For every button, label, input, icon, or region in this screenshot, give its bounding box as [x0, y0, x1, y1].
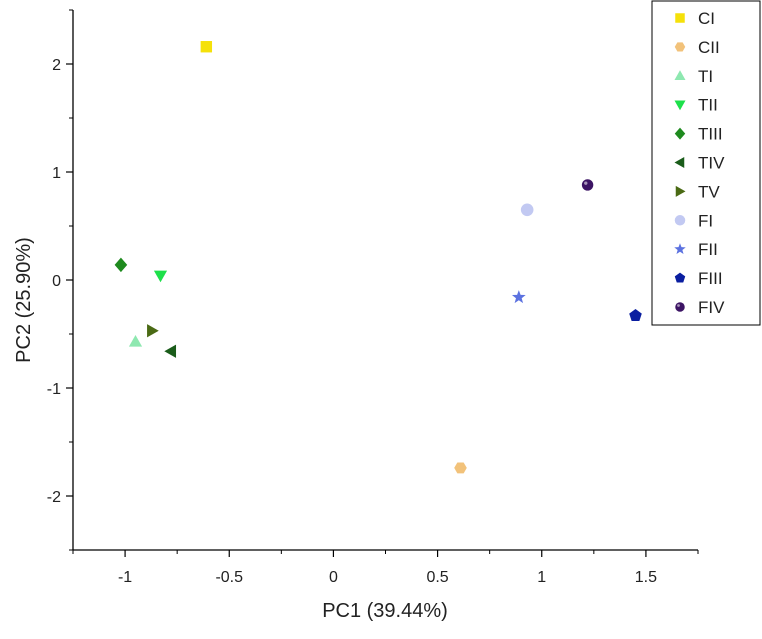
legend-marker-cii [674, 42, 686, 52]
y-tick-label: 2 [52, 57, 61, 74]
y-tick-label: -1 [47, 381, 61, 398]
legend-marker-ti [674, 70, 686, 81]
legend-label-tv: TV [698, 182, 720, 201]
legend-label-ti: TI [698, 67, 713, 86]
x-tick-label: 1 [537, 569, 546, 586]
x-tick-label: 0.5 [426, 569, 448, 586]
data-point-fiv [581, 179, 594, 191]
data-point-tiii [114, 257, 128, 273]
data-point-ci [200, 41, 213, 53]
x-tick-label: -1 [118, 569, 132, 586]
legend-marker-fii [674, 243, 686, 255]
data-point-fii [511, 290, 526, 304]
y-ticks: -2 -1 0 1 2 [47, 9, 73, 551]
data-point-tiv [164, 344, 177, 358]
y-tick-label: 1 [52, 165, 61, 182]
legend-marker-fiv [675, 302, 685, 312]
legend-label-tiii: TIII [698, 125, 723, 144]
y-axis-title: PC2 (25.90%) [13, 237, 35, 363]
legend-label-fii: FII [698, 240, 718, 259]
x-tick-label: -0.5 [215, 569, 243, 586]
legend-label-ci: CI [698, 9, 715, 28]
x-tick-label: 1.5 [635, 569, 657, 586]
data-point-tii [153, 270, 168, 283]
data-points [114, 41, 642, 474]
legend-label-cii: CII [698, 38, 720, 57]
axes [72, 10, 698, 551]
x-ticks: -1 -0.5 0 0.5 1 1.5 [72, 550, 699, 586]
data-point-ti [128, 334, 143, 347]
data-point-cii [454, 462, 467, 474]
legend-box [651, 0, 761, 326]
legend: CI CII TI TII TIII TIV TV FI FII FIII FIV [651, 0, 761, 326]
legend-label-fiv: FIV [698, 298, 725, 317]
legend-label-fiii: FIII [698, 269, 723, 288]
legend-label-fi: FI [698, 211, 713, 230]
legend-marker-tii [674, 100, 686, 111]
data-point-fi [520, 203, 534, 217]
legend-marker-ci [675, 13, 685, 23]
legend-marker-tiv [674, 157, 685, 168]
y-tick-label: 0 [52, 273, 61, 290]
data-point-fiii [629, 309, 642, 321]
y-tick-label: -2 [47, 489, 61, 506]
legend-label-tii: TII [698, 96, 718, 115]
legend-label-tiv: TIV [698, 154, 725, 173]
legend-marker-fiv-highlight [677, 304, 680, 307]
data-point-tv [147, 324, 159, 338]
legend-marker-tiii [674, 127, 686, 140]
x-tick-label: 0 [329, 569, 338, 586]
data-point-fiv-highlight [584, 181, 588, 185]
legend-marker-fiii [674, 272, 686, 283]
legend-marker-fi [674, 215, 686, 226]
legend-marker-tv [675, 185, 686, 197]
x-axis-title: PC1 (39.44%) [322, 600, 448, 622]
